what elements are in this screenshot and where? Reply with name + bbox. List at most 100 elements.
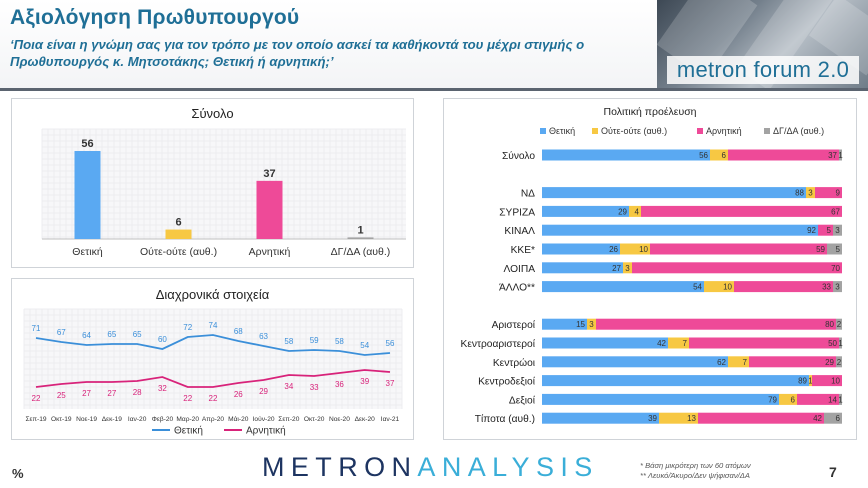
point-label: 59	[310, 336, 319, 345]
legend-swatch	[592, 128, 598, 134]
legend-label: ΔΓ/ΔΑ (αυθ.)	[773, 126, 824, 136]
segment-label: 50	[828, 339, 837, 348]
bar-value-label: 56	[81, 138, 93, 150]
legend-swatch	[540, 128, 546, 134]
x-tick-label: Δεκ-20	[355, 416, 376, 423]
x-tick-label: Μαρ-20	[176, 416, 199, 423]
logo-text: metron forum 2.0	[667, 56, 859, 84]
row-label: Τίποτα (αυθ.)	[475, 413, 535, 425]
x-tick-label: Σεπ-19	[25, 416, 46, 423]
series-line-0	[35, 334, 391, 356]
segment-label: 7	[743, 358, 748, 367]
footnotes: * Βάση μικρότερη των 60 ατόμων ** Λευκό/…	[640, 461, 751, 481]
legend-label: Θετική	[549, 126, 575, 136]
row-label: Κεντροδεξιοί	[478, 376, 536, 388]
x-tick-label: Νοε-20	[329, 416, 350, 423]
page-title: Αξιολόγηση Πρωθυπουργού	[10, 6, 300, 29]
point-label: 22	[209, 394, 218, 403]
point-label: 56	[386, 339, 395, 348]
x-tick-label: Νοε-19	[76, 416, 97, 423]
segment-label: 6	[722, 151, 727, 160]
segment-label: 3	[808, 189, 813, 198]
stack-segment	[806, 187, 815, 199]
brand-dark: METRON	[262, 452, 418, 482]
bar-0	[74, 151, 101, 239]
brand-logo: METRONANALYSIS	[262, 452, 599, 483]
trend-line-chart: 71 67 64 65 65 60 72 74 68 63 58 59 58 54 56 22 25 27 27 28…	[23, 308, 403, 437]
segment-label: 1	[838, 339, 843, 348]
segment-label: 9	[836, 189, 841, 198]
point-label: 72	[183, 323, 192, 332]
stack-segment	[542, 224, 818, 236]
segment-label: 56	[699, 151, 708, 160]
segment-label: 14	[828, 395, 837, 404]
segment-label: 89	[798, 377, 807, 386]
segment-label: 42	[813, 414, 822, 423]
point-label: 36	[335, 380, 344, 389]
stack-segment	[833, 281, 842, 293]
header-divider	[0, 88, 868, 91]
point-label: 27	[107, 389, 116, 398]
stack-segment	[839, 149, 842, 161]
segment-label: 59	[816, 245, 825, 254]
footnote-other: ** Λευκό/Άκυρο/Δεν ψήφισαν/ΔΑ	[640, 471, 750, 480]
stack-segment	[797, 393, 839, 405]
origin-stacked-chart: Θετική Ούτε-ούτε (αυθ.) Αρνητική ΔΓ/ΔΑ (αυθ…	[461, 126, 844, 425]
stack-segment	[689, 337, 839, 349]
point-label: 67	[57, 328, 66, 337]
stack-segment	[668, 337, 689, 349]
political-origin-panel: Πολιτική προέλευση Θετική Ούτε-ούτε (αυθ.…	[443, 98, 857, 440]
point-label: 71	[32, 324, 41, 333]
point-label: 32	[158, 384, 167, 393]
stack-segment	[596, 318, 836, 330]
trend-chart-title: Διαχρονικά στοιχεία	[155, 287, 270, 302]
segment-label: 2	[837, 320, 842, 329]
point-label: 65	[133, 330, 142, 339]
segment-label: 70	[831, 264, 840, 273]
stack-segment	[542, 187, 806, 199]
row-label: Κεντρώοι	[493, 357, 535, 369]
point-label: 65	[107, 330, 116, 339]
stack-segment	[542, 375, 809, 387]
segment-label: 6	[791, 395, 796, 404]
legend-label: Ούτε-ούτε (αυθ.)	[601, 126, 667, 136]
segment-label: 5	[836, 245, 841, 254]
series-line-1	[35, 369, 391, 388]
bar-value-label: 1	[357, 224, 363, 236]
legend-label: Αρνητική	[246, 425, 286, 437]
stack-segment	[818, 224, 833, 236]
point-label: 22	[32, 394, 41, 403]
trend-panel: Διαχρονικά στοιχεία 71 67 64 65 65 60 72 74 68 63…	[11, 278, 414, 440]
x-tick-label: Φεβ-20	[152, 416, 174, 423]
row-label: ΣΥΡΙΖΑ	[499, 207, 535, 218]
bar-category-label: Ούτε-ούτε (αυθ.)	[140, 246, 217, 258]
segment-label: 1	[808, 377, 813, 386]
segment-label: 13	[687, 414, 696, 423]
plot-area	[24, 309, 402, 409]
point-label: 33	[310, 383, 319, 392]
stack-segment	[833, 224, 842, 236]
legend-label: Θετική	[174, 425, 203, 437]
row-label: ΛΟΙΠΑ	[504, 264, 536, 275]
forum-logo: metron forum 2.0	[657, 0, 868, 88]
stack-segment	[542, 149, 710, 161]
point-label: 63	[259, 332, 268, 341]
x-tick-label: Οκτ-20	[304, 416, 325, 423]
segment-label: 6	[836, 414, 841, 423]
segment-label: 79	[768, 395, 777, 404]
stack-segment	[812, 375, 842, 387]
stack-segment	[623, 262, 632, 274]
point-label: 60	[158, 335, 167, 344]
segment-label: 29	[618, 207, 627, 216]
page-number: 7	[829, 464, 837, 480]
stack-segment	[809, 375, 812, 387]
bar-value-label: 37	[263, 168, 275, 180]
total-bar-chart: 56 Θετική 6 Ούτε-ούτε (αυθ.) 37 Αρνητική 1 ΔΓ/Δ…	[41, 128, 406, 258]
stack-segment	[728, 149, 839, 161]
stack-segment	[839, 393, 842, 405]
row-label: ΚΚΕ*	[511, 245, 535, 256]
point-label: 22	[183, 394, 192, 403]
segment-label: 4	[635, 207, 640, 216]
point-label: 64	[82, 331, 91, 340]
